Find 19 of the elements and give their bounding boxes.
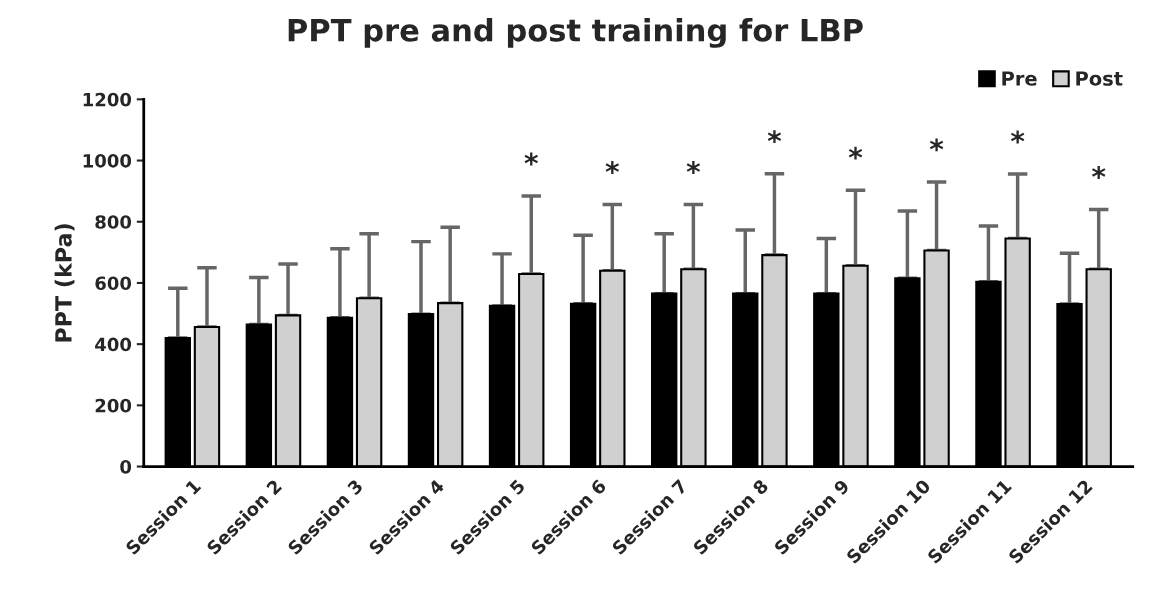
- annotation: *: [929, 138, 944, 152]
- y-tick-label: 1000: [83, 153, 132, 168]
- legend-label: Post: [1076, 71, 1123, 86]
- annotation: *: [524, 152, 538, 166]
- annotation: *: [605, 161, 620, 174]
- annotation: *: [686, 161, 701, 174]
- annotation: *: [1091, 165, 1106, 179]
- y-tick-label: 800: [95, 215, 132, 229]
- annotation: *: [1010, 130, 1025, 144]
- chart-title: PPT pre and post training for LBP: [288, 18, 863, 48]
- y-tick-label: 600: [95, 276, 132, 291]
- y-tick-label: 0: [120, 460, 132, 474]
- y-tick-label: 200: [95, 398, 132, 413]
- legend-label: Pre: [1002, 71, 1037, 86]
- y-axis-title: PPT (kPa): [54, 224, 75, 342]
- annotation: *: [848, 146, 863, 160]
- annotation: *: [767, 130, 782, 144]
- y-tick-label: 1200: [83, 92, 132, 107]
- y-tick-label: 400: [95, 337, 132, 352]
